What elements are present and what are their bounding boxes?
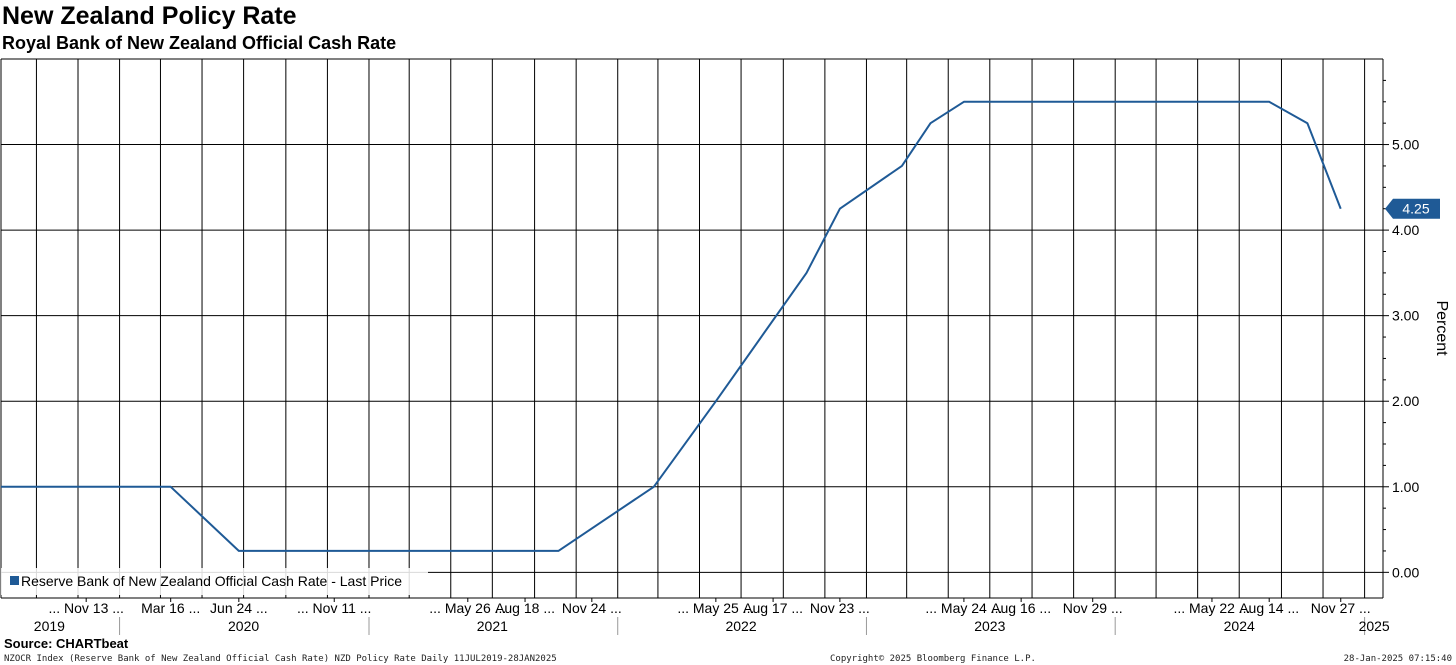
y-tick-label: 2.00	[1392, 393, 1419, 409]
footer-index-description: NZOCR Index (Reserve Bank of New Zealand…	[4, 654, 557, 664]
last-value-label: 4.25	[1402, 201, 1429, 217]
x-tick-label: Nov 23 ...	[810, 600, 870, 616]
y-tick-label: 0.00	[1392, 564, 1419, 580]
x-tick-label: Nov 24 ...	[562, 600, 622, 616]
x-year-label: 2019	[34, 618, 65, 634]
x-tick-label: Nov 29 ...	[1063, 600, 1123, 616]
x-year-label: 2022	[725, 618, 756, 634]
x-tick-label: Aug 18 ...	[495, 600, 555, 616]
y-tick-label: 3.00	[1392, 308, 1419, 324]
y-tick-label: 1.00	[1392, 479, 1419, 495]
x-tick-label: ... Nov 11 ...	[297, 600, 371, 616]
x-tick-label: Aug 16 ...	[991, 600, 1051, 616]
x-tick-label: Jun 24 ...	[210, 600, 268, 616]
last-value-tag: 4.25	[1385, 198, 1440, 219]
x-axis: ... Nov 13 ... Mar 16 ... Jun 24 ... ... No…	[34, 598, 1390, 635]
footer-timestamp: 28-Jan-2025 07:15:40	[1343, 654, 1452, 664]
x-tick-label: ... May 26 ...	[429, 600, 506, 616]
legend-label: Reserve Bank of New Zealand Official Cas…	[21, 573, 402, 589]
x-year-label: 2020	[228, 618, 259, 634]
x-tick-label: Mar 16 ...	[141, 600, 200, 616]
x-tick-label: ... May 24 ...	[925, 600, 1002, 616]
x-tick-label: Nov 27 ...	[1311, 600, 1371, 616]
chart-subtitle: Royal Bank of New Zealand Official Cash …	[2, 33, 397, 53]
series-line-ocr	[1, 100, 1342, 552]
last-value-tag-shape	[1385, 198, 1440, 219]
footer-copyright: Copyright© 2025 Bloomberg Finance L.P.	[830, 654, 1036, 664]
y-axis-label: Percent	[1433, 300, 1450, 356]
x-year-label: 2021	[477, 618, 508, 634]
grid	[0, 58, 1383, 599]
legend: Reserve Bank of New Zealand Official Cas…	[1, 568, 428, 595]
x-tick-label: ... May 25 ...	[677, 600, 754, 616]
x-year-label: 2023	[974, 618, 1005, 634]
x-year-label: 2024	[1224, 618, 1255, 634]
series-line-layer	[1, 100, 1342, 552]
chart-title: New Zealand Policy Rate	[2, 2, 297, 30]
y-axis: 0.00 1.00 2.00 3.00 4.00 5.00	[1382, 59, 1419, 598]
y-tick-label: 5.00	[1392, 137, 1419, 153]
x-tick-label: ... Nov 13 ...	[48, 600, 123, 616]
source-label: Source: CHARTbeat	[4, 636, 129, 651]
legend-swatch	[10, 576, 19, 585]
x-tick-label: Aug 17 ...	[743, 600, 803, 616]
x-tick-label: ... May 22 ...	[1173, 600, 1250, 616]
x-year-label: 2025	[1359, 618, 1390, 634]
y-tick-label: 4.00	[1392, 222, 1419, 238]
x-tick-label: Aug 14 ...	[1239, 600, 1299, 616]
